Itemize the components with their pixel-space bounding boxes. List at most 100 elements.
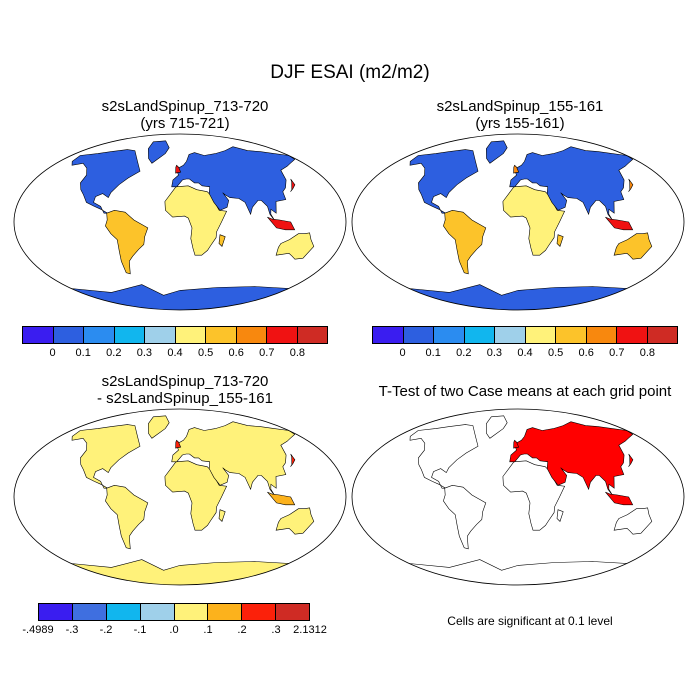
colorbar-swatch	[53, 327, 84, 343]
colorbar-swatch	[174, 604, 209, 620]
colorbar-swatch	[617, 327, 648, 343]
landmass-northAmerica	[409, 149, 479, 214]
map-panel-2	[351, 133, 685, 311]
colorbar-swatch	[556, 327, 587, 343]
landmass-northAmerica	[71, 424, 141, 489]
colorbar-tick-label: 0.2	[456, 347, 472, 359]
colorbar-swatch	[276, 604, 309, 620]
landmass-greenland	[147, 415, 170, 439]
landmass-greenland	[485, 415, 508, 439]
map-boundary	[351, 408, 685, 586]
colorbar-tick-label: 0.1	[425, 347, 441, 359]
landmass-uk	[513, 439, 520, 449]
landmass-indonesia	[605, 491, 634, 506]
colorbar-swatch	[373, 327, 404, 343]
landmass-africa	[164, 460, 228, 531]
landmass-africa	[164, 185, 228, 256]
colorbar-tick-label: .1	[203, 624, 213, 636]
colorbar-swatch	[236, 327, 267, 343]
map-boundary	[13, 408, 347, 586]
landmass-southAmerica	[105, 484, 149, 550]
colorbar-tick-label: 0.4	[517, 347, 533, 359]
colorbar-swatch	[175, 327, 206, 343]
colorbar-swatch	[84, 327, 115, 343]
landmass-madagascar	[218, 234, 226, 247]
landmass-uk	[513, 164, 520, 174]
colorbar-swatch	[297, 327, 327, 343]
colorbar-tick-label: 0.3	[486, 347, 503, 359]
colorbar-ticks-panel-2: 0 0.1 0.2 0.3 0.4 0.5 0.6 0.7 0.8	[372, 347, 678, 361]
colorbar-tick-label: 0	[49, 347, 56, 359]
colorbar-tick-label: 0.6	[578, 347, 594, 359]
panel4-title: T-Test of two Case means at each grid po…	[378, 383, 672, 400]
panel3-title: s2sLandSpinup_713-720 - s2sLandSpinup_15…	[97, 373, 273, 407]
colorbar-tick-label: 0.6	[228, 347, 244, 359]
landmass-madagascar	[556, 234, 564, 247]
landmass-uk	[175, 164, 182, 174]
landmass-greenland	[485, 140, 508, 164]
colorbar-panel-2	[372, 326, 678, 344]
colorbar-panel-1	[22, 326, 328, 344]
landmass-australia	[275, 232, 315, 260]
landmass-eurasia	[171, 146, 296, 222]
colorbar-swatch	[464, 327, 495, 343]
landmass-japan	[290, 453, 296, 467]
landmass-madagascar	[218, 509, 226, 522]
map-boundary	[351, 133, 685, 311]
map-panel-3	[13, 408, 347, 586]
landmass-japan	[628, 453, 634, 467]
colorbar-swatch	[140, 604, 175, 620]
landmass-australia	[613, 507, 653, 535]
colorbar-panel-3	[38, 603, 310, 621]
colorbar-swatch	[586, 327, 617, 343]
colorbar-swatch	[403, 327, 434, 343]
landmass-northAmerica	[71, 149, 141, 214]
landmass-indonesia	[267, 491, 296, 506]
colorbar-swatch	[106, 604, 141, 620]
colorbar-tick-label: 0.4	[167, 347, 183, 359]
colorbar-swatch	[495, 327, 526, 343]
panel2-title: s2sLandSpinup_155-161 (yrs 155-161)	[436, 98, 604, 132]
colorbar-tick-label: -.4989	[22, 624, 54, 636]
colorbar-tick-label: 0.8	[289, 347, 306, 359]
colorbar-ticks-panel-1: 0 0.1 0.2 0.3 0.4 0.5 0.6 0.7 0.8	[22, 347, 328, 361]
colorbar-swatch	[267, 327, 298, 343]
landmass-japan	[290, 178, 296, 192]
colorbar-swatch	[434, 327, 465, 343]
colorbar-tick-label: 0.5	[547, 347, 564, 359]
landmass-antarctica	[70, 559, 290, 585]
colorbar-swatch	[72, 604, 107, 620]
landmass-eurasia	[171, 421, 296, 497]
colorbar-swatch	[208, 604, 243, 620]
landmass-africa	[502, 185, 566, 256]
landmass-madagascar	[556, 509, 564, 522]
colorbar-tick-label: 0.8	[639, 347, 656, 359]
landmass-antarctica	[70, 284, 290, 310]
panel1-title: s2sLandSpinup_713-720 (yrs 715-721)	[101, 98, 269, 132]
colorbar-swatch	[114, 327, 145, 343]
colorbar-tick-label: 2.1312	[293, 624, 327, 636]
landmass-northAmerica	[409, 424, 479, 489]
colorbar-swatch	[525, 327, 556, 343]
colorbar-swatch	[145, 327, 176, 343]
landmass-indonesia	[267, 216, 296, 231]
map-panel-4	[351, 408, 685, 586]
colorbar-swatch	[39, 604, 73, 620]
landmass-australia	[613, 232, 653, 260]
colorbar-tick-label: .0	[169, 624, 179, 636]
colorbar-tick-label: 0	[399, 347, 406, 359]
landmass-greenland	[147, 140, 170, 164]
significance-note: Cells are significant at 0.1 level	[447, 614, 613, 628]
colorbar-tick-label: 0.1	[75, 347, 91, 359]
landmass-eurasia	[509, 146, 634, 222]
landmass-africa	[502, 460, 566, 531]
colorbar-swatch	[647, 327, 677, 343]
landmass-antarctica	[408, 559, 628, 585]
colorbar-tick-label: -.3	[65, 624, 79, 636]
landmass-eurasia	[509, 421, 634, 497]
colorbar-tick-label: -.2	[99, 624, 113, 636]
landmass-japan	[628, 178, 634, 192]
colorbar-tick-label: 0.5	[197, 347, 214, 359]
landmass-australia	[275, 507, 315, 535]
landmass-southAmerica	[105, 209, 149, 275]
